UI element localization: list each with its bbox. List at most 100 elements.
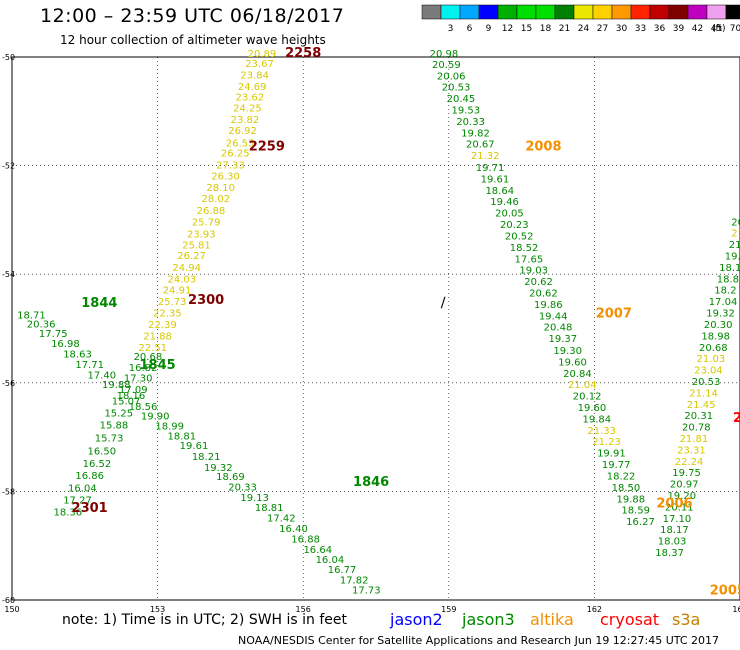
- pass-time-label: 2007: [596, 307, 632, 322]
- wave-height-value: 19.71: [476, 163, 505, 174]
- color-scale-unit: (ft): [712, 24, 726, 34]
- wave-height-value: 20.67: [466, 140, 495, 151]
- legend-s3a: s3a: [672, 610, 701, 629]
- wave-height-value: 24.03: [168, 274, 197, 285]
- lon-tick-label: 162: [587, 605, 602, 614]
- wave-height-value: 16.86: [75, 471, 104, 482]
- wave-height-value: 24.91: [163, 286, 192, 297]
- wave-height-value: 18.81: [168, 431, 197, 442]
- wave-height-value: 20.36: [27, 319, 56, 330]
- wave-height-value: 23.82: [231, 115, 260, 126]
- wave-height-value: 24.25: [233, 103, 262, 114]
- color-scale-label: 24: [578, 24, 590, 34]
- wave-height-value: 19.32: [706, 309, 735, 320]
- wave-height-value: 19.46: [490, 197, 519, 208]
- wave-height-value: 15.25: [104, 408, 133, 419]
- wave-height-value: 19.30: [553, 346, 582, 357]
- wave-height-value: 16.88: [291, 534, 320, 545]
- lat-tick-label: -50: [2, 53, 15, 62]
- wave-height-value: 18.21: [192, 452, 221, 463]
- lat-tick-label: -58: [2, 487, 15, 496]
- wave-height-value: 21.14: [689, 388, 718, 399]
- wave-height-value: 17.10: [663, 514, 692, 525]
- color-swatch: [725, 4, 740, 20]
- wave-height-value: 20.97: [670, 480, 699, 491]
- color-scale-label: 45: [711, 24, 722, 34]
- wave-height-value: 20.53: [442, 83, 471, 94]
- wave-height-value: 17.30: [124, 374, 153, 385]
- wave-height-value: 19.90: [141, 412, 170, 423]
- wave-height-value: 15.73: [95, 433, 124, 444]
- pass-time-label: 1844: [81, 296, 117, 311]
- wave-height-value: 28.02: [202, 194, 231, 205]
- wave-height-value: 16.50: [87, 446, 116, 457]
- wave-height-value: 17.04: [709, 297, 738, 308]
- wave-height-value: 16.04: [68, 483, 97, 494]
- wave-height-value: 24.69: [238, 82, 267, 93]
- wave-height-value: 23.84: [240, 71, 269, 82]
- legend-jason3: jason3: [462, 610, 515, 629]
- map-frame: [11, 56, 740, 601]
- color-scale-label: 15: [521, 24, 532, 34]
- color-scale-legend: 3 6 9 12 15 18 21 24 27 30 33 36 39 42 45 70(ft): [421, 4, 740, 34]
- wave-height-value: 18.2: [714, 286, 736, 297]
- wave-height-value: 18.22: [607, 471, 636, 482]
- wave-height-value: 22.24: [675, 457, 704, 468]
- wave-height-value: 20.59: [432, 60, 461, 71]
- legend-jason2: jason2: [390, 610, 443, 629]
- wave-height-value: 19.60: [578, 403, 607, 414]
- wave-height-value: 20.89: [248, 49, 277, 60]
- wave-height-value: 20.68: [134, 352, 163, 363]
- wave-height-value: 19.82: [461, 128, 490, 139]
- wave-height-value: 17.40: [87, 370, 116, 381]
- wave-height-value: 16.77: [328, 565, 357, 576]
- wave-height-value: 18.50: [612, 483, 641, 494]
- wave-height-value: 18.16: [117, 391, 146, 402]
- wave-height-value: 19.75: [672, 468, 701, 479]
- wave-height-value: 21: [731, 229, 740, 240]
- pass-time-label: 2005: [710, 584, 740, 599]
- wave-height-value: 19.61: [481, 174, 510, 185]
- wave-height-value: 21: [729, 240, 740, 251]
- wave-height-value: 19.03: [519, 266, 548, 277]
- track-d: 20212119.18.118.818.217.0419.3220.3018.9…: [655, 217, 740, 559]
- wave-height-value: 26.25: [221, 148, 250, 159]
- pass-time-label: 2006: [656, 497, 692, 512]
- wave-height-value: 16.04: [316, 555, 345, 566]
- wave-height-value: 21.88: [143, 331, 172, 342]
- wave-height-value: 20.98: [430, 49, 459, 60]
- wave-height-value: 22.51: [138, 343, 167, 354]
- pass-time-label: 2259: [249, 139, 285, 154]
- wave-height-value: 24.94: [172, 263, 201, 274]
- wave-height-value: 21.32: [471, 151, 500, 162]
- wave-height-value: 28.10: [206, 183, 235, 194]
- wave-height-value: 18.56: [129, 402, 158, 413]
- wave-height-value: 18.36: [53, 507, 82, 518]
- wave-height-value: 20.23: [500, 220, 529, 231]
- lat-tick-label: -54: [2, 270, 15, 279]
- wave-height-value: 20.33: [456, 117, 485, 128]
- wave-height-value: 20.53: [692, 377, 721, 388]
- wave-height-value: 20.12: [573, 392, 602, 403]
- lon-tick-label: 150: [4, 605, 19, 614]
- wave-height-value: 20.48: [544, 323, 573, 334]
- wave-height-value: 20.84: [563, 369, 592, 380]
- pass-time-label: 2008: [525, 139, 561, 154]
- land-marker: ∕: [441, 295, 446, 311]
- wave-height-value: 19.44: [539, 311, 568, 322]
- wave-height-value: 18.1: [719, 263, 740, 274]
- wave-height-value: 20.78: [682, 423, 711, 434]
- footer-note: note: 1) Time is in UTC; 2) SWH is in fe…: [62, 612, 348, 628]
- wave-height-value: 19.20: [667, 491, 696, 502]
- wave-height-value: 20.30: [704, 320, 733, 331]
- wave-height-value: 19.61: [180, 441, 209, 452]
- wave-height-value: 16.52: [83, 459, 112, 470]
- wave-height-value: 26.27: [177, 251, 206, 262]
- wave-height-value: 22.35: [153, 309, 182, 320]
- wave-height-value: 16.98: [51, 339, 80, 350]
- wave-height-value: 15.88: [100, 420, 129, 431]
- wave-height-value: 22.39: [148, 320, 177, 331]
- pass-time-label: 2300: [188, 293, 224, 308]
- wave-height-value: 19.32: [204, 463, 233, 474]
